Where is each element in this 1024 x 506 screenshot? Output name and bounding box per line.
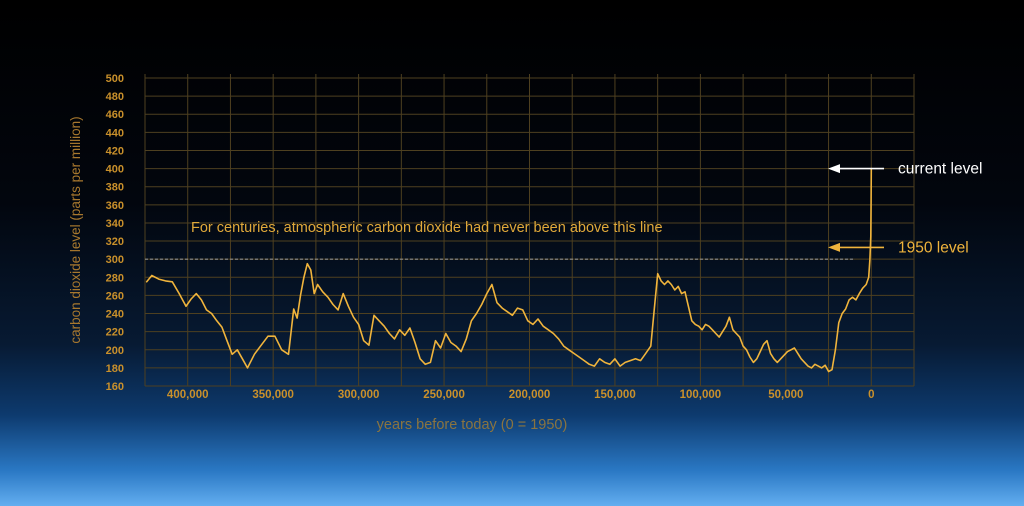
grid [144, 74, 915, 387]
y-tick-label: 360 [106, 200, 124, 212]
x-axis-label: years before today (0 = 1950) [377, 417, 568, 433]
annotation-1950-level: 1950 level [828, 239, 969, 256]
y-tick-label: 180 [106, 363, 124, 375]
x-tick-label: 0 [868, 389, 874, 401]
x-tick-label: 200,000 [509, 389, 551, 401]
x-tick-label: 400,000 [167, 389, 209, 401]
reference-line-label: For centuries, atmospheric carbon dioxid… [191, 220, 663, 236]
y-tick-label: 480 [106, 91, 124, 103]
x-tick-label: 50,000 [768, 389, 803, 401]
y-tick-label: 220 [106, 327, 124, 339]
x-tick-label: 250,000 [423, 389, 465, 401]
current-level-arrowhead [828, 164, 840, 174]
y-axis-ticks: 160 180 200 220 240 260 280 300 320 340 360 380 400 4… [106, 73, 124, 393]
y-tick-label: 200 [106, 345, 124, 357]
x-tick-label: 300,000 [338, 389, 380, 401]
y-tick-label: 300 [106, 254, 124, 266]
1950-level-arrowhead [828, 242, 840, 252]
y-tick-label: 160 [106, 381, 124, 393]
x-tick-label: 100,000 [680, 389, 722, 401]
x-tick-label: 350,000 [252, 389, 294, 401]
y-tick-label: 380 [106, 182, 124, 194]
y-axis-label: carbon dioxide level (parts per million) [68, 116, 83, 343]
annotation-current-level: current level [828, 161, 982, 178]
y-tick-label: 340 [106, 218, 124, 230]
y-tick-label: 240 [106, 309, 124, 321]
y-tick-label: 500 [106, 73, 124, 85]
x-tick-label: 150,000 [594, 389, 636, 401]
current-level-label: current level [898, 161, 982, 178]
x-axis-ticks: 400,000 350,000 300,000 250,000 200,000 150,0… [167, 389, 875, 401]
1950-level-label: 1950 level [898, 239, 969, 256]
y-tick-label: 280 [106, 272, 124, 284]
y-tick-label: 440 [106, 127, 124, 139]
y-tick-label: 260 [106, 290, 124, 302]
y-tick-label: 420 [106, 145, 124, 157]
y-tick-label: 460 [106, 109, 124, 121]
co2-series-line [145, 167, 873, 373]
y-tick-label: 400 [106, 164, 124, 176]
y-tick-label: 320 [106, 236, 124, 248]
